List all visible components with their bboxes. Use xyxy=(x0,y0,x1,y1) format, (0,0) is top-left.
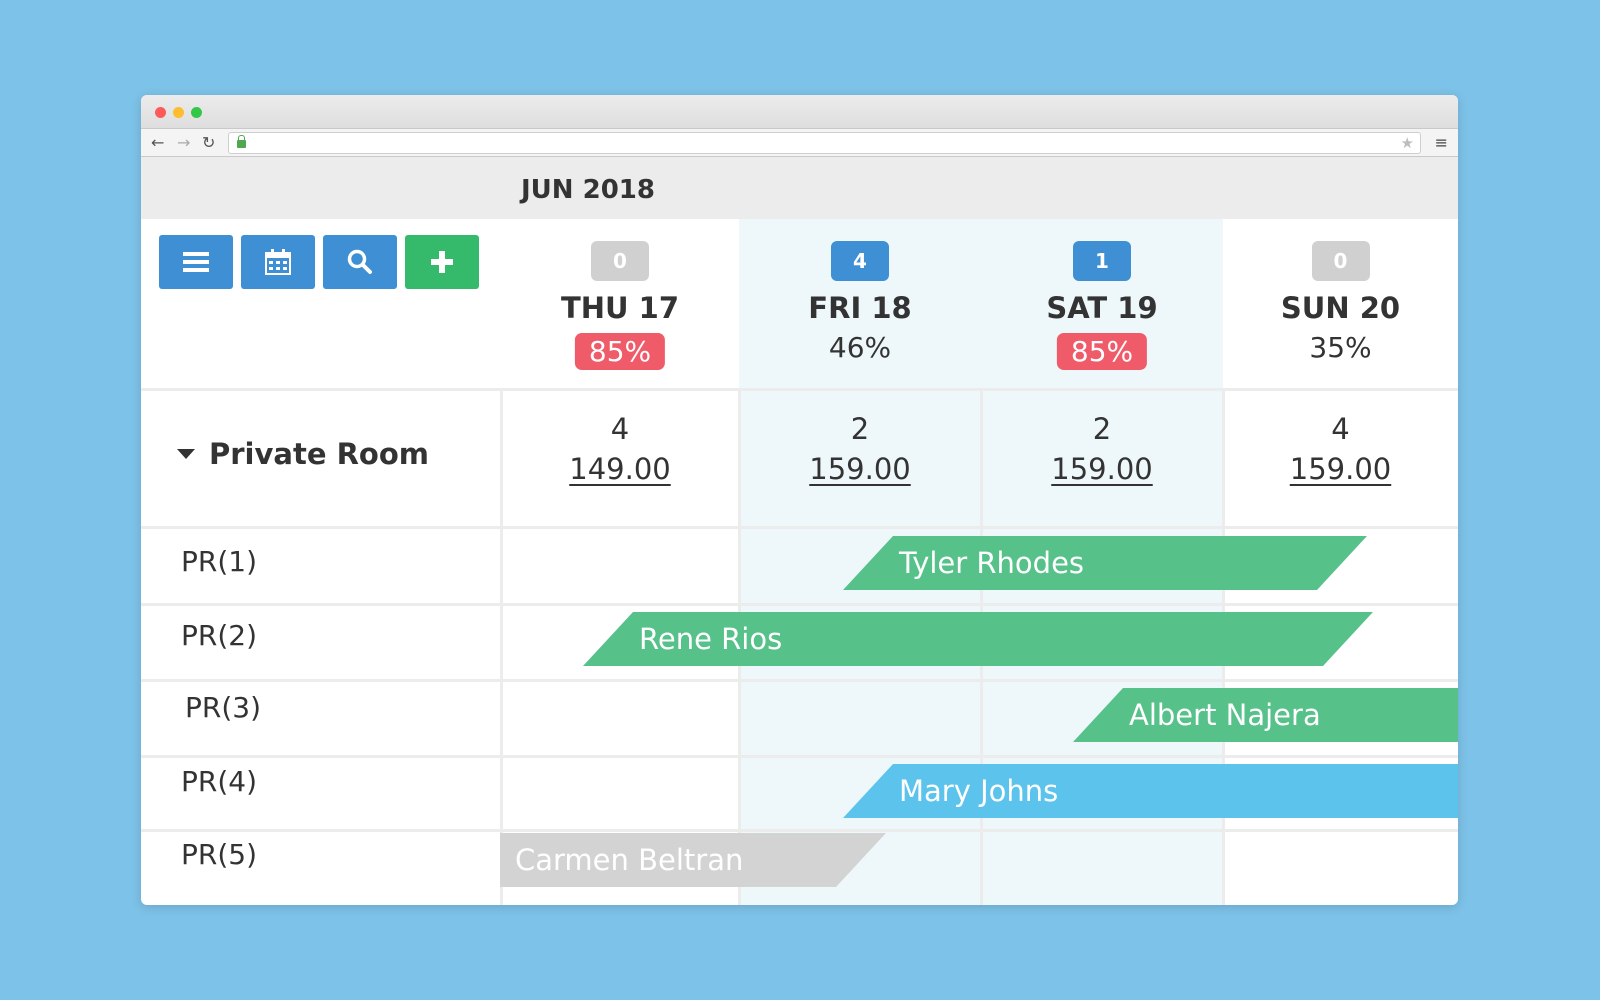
grid-line xyxy=(141,755,1458,758)
room-label: PR(3) xyxy=(185,691,262,724)
booking-bar[interactable]: Rene Rios xyxy=(583,612,1373,666)
room-label: PR(4) xyxy=(181,765,258,798)
booking-bar[interactable]: Carmen Beltran xyxy=(500,833,886,887)
occupancy-badge: 85% xyxy=(1056,333,1148,370)
occupancy-badge: 85% xyxy=(574,333,666,370)
add-booking-button[interactable] xyxy=(405,235,479,289)
guest-name: Rene Rios xyxy=(639,622,783,656)
grid-line xyxy=(141,829,1458,832)
day-label: THU 17 xyxy=(560,291,680,325)
arrival-count-badge: 0 xyxy=(591,241,649,281)
rate-link[interactable]: 159.00 xyxy=(1289,452,1392,486)
list-view-button[interactable] xyxy=(159,235,233,289)
rate-link[interactable]: 159.00 xyxy=(809,452,911,486)
hamburger-icon[interactable]: ≡ xyxy=(1434,133,1448,152)
arrival-count-badge: 1 xyxy=(1073,241,1131,281)
caret-down-icon xyxy=(177,449,195,459)
room-type-toggle[interactable]: Private Room xyxy=(177,437,429,471)
day-header: 0 THU 17 85% xyxy=(501,219,739,389)
rate-link[interactable]: 149.00 xyxy=(569,452,671,486)
arrow-right-icon[interactable]: → xyxy=(177,133,191,152)
search-button[interactable] xyxy=(323,235,397,289)
rate-link[interactable]: 159.00 xyxy=(1051,452,1153,486)
availability-count: 2 xyxy=(1092,412,1112,446)
room-type-name: Private Room xyxy=(209,437,429,471)
calendar-icon xyxy=(265,249,291,275)
occupancy-value: 46% xyxy=(828,331,892,364)
day-header: 4 FRI 18 46% xyxy=(739,219,981,389)
star-icon[interactable]: ★ xyxy=(1400,134,1414,152)
arrow-left-icon[interactable]: ← xyxy=(151,133,165,152)
availability-count: 2 xyxy=(850,412,870,446)
search-icon xyxy=(347,249,372,274)
guest-name: Tyler Rhodes xyxy=(899,546,1085,580)
day-label: FRI 18 xyxy=(808,291,912,325)
day-label: SUN 20 xyxy=(1280,291,1401,325)
maximize-window-button[interactable] xyxy=(191,107,202,118)
occupancy-value: 35% xyxy=(1309,331,1372,364)
availability-count: 4 xyxy=(610,412,630,446)
booking-bar[interactable]: Tyler Rhodes xyxy=(843,536,1367,590)
rate-cell: 4 149.00 xyxy=(501,412,739,486)
arrival-count-badge: 0 xyxy=(1311,241,1370,281)
title-bar xyxy=(141,95,1458,128)
browser-window: ← → ↻ ★ ≡ JUN 2018 0 THU 17 xyxy=(141,95,1458,905)
grid-line xyxy=(141,388,1458,391)
browser-toolbar: ← → ↻ ★ ≡ xyxy=(141,128,1458,157)
rate-cell: 2 159.00 xyxy=(981,412,1223,486)
close-window-button[interactable] xyxy=(155,107,166,118)
month-header: JUN 2018 xyxy=(141,157,1458,219)
calendar-view: JUN 2018 0 THU 17 85% 4 FRI 18 46% 1 xyxy=(141,157,1458,905)
booking-bar[interactable]: Mary Johns xyxy=(843,764,1458,818)
rate-cell: 2 159.00 xyxy=(739,412,981,486)
guest-name: Carmen Beltran xyxy=(515,843,744,877)
grid-line xyxy=(141,679,1458,682)
rate-cell: 4 159.00 xyxy=(1223,412,1458,486)
address-bar[interactable]: ★ xyxy=(228,132,1421,154)
grid-line xyxy=(500,388,503,905)
month-label: JUN 2018 xyxy=(521,175,655,205)
day-label: SAT 19 xyxy=(1046,291,1158,325)
grid-line xyxy=(141,526,1458,529)
grid-line xyxy=(141,603,1458,606)
list-icon xyxy=(183,252,209,272)
arrival-count-badge: 4 xyxy=(831,241,889,281)
plus-icon xyxy=(431,251,453,273)
reload-icon[interactable]: ↻ xyxy=(202,133,216,152)
minimize-window-button[interactable] xyxy=(173,107,184,118)
room-label: PR(5) xyxy=(181,838,258,871)
day-header: 1 SAT 19 85% xyxy=(981,219,1223,389)
booking-bar[interactable]: Albert Najera xyxy=(1073,688,1458,742)
day-header: 0 SUN 20 35% xyxy=(1223,219,1458,389)
room-label: PR(1) xyxy=(181,545,258,578)
guest-name: Albert Najera xyxy=(1129,698,1321,732)
calendar-view-button[interactable] xyxy=(241,235,315,289)
guest-name: Mary Johns xyxy=(899,774,1059,808)
availability-count: 4 xyxy=(1331,412,1350,446)
lock-icon xyxy=(237,135,246,148)
room-label: PR(2) xyxy=(181,619,258,652)
